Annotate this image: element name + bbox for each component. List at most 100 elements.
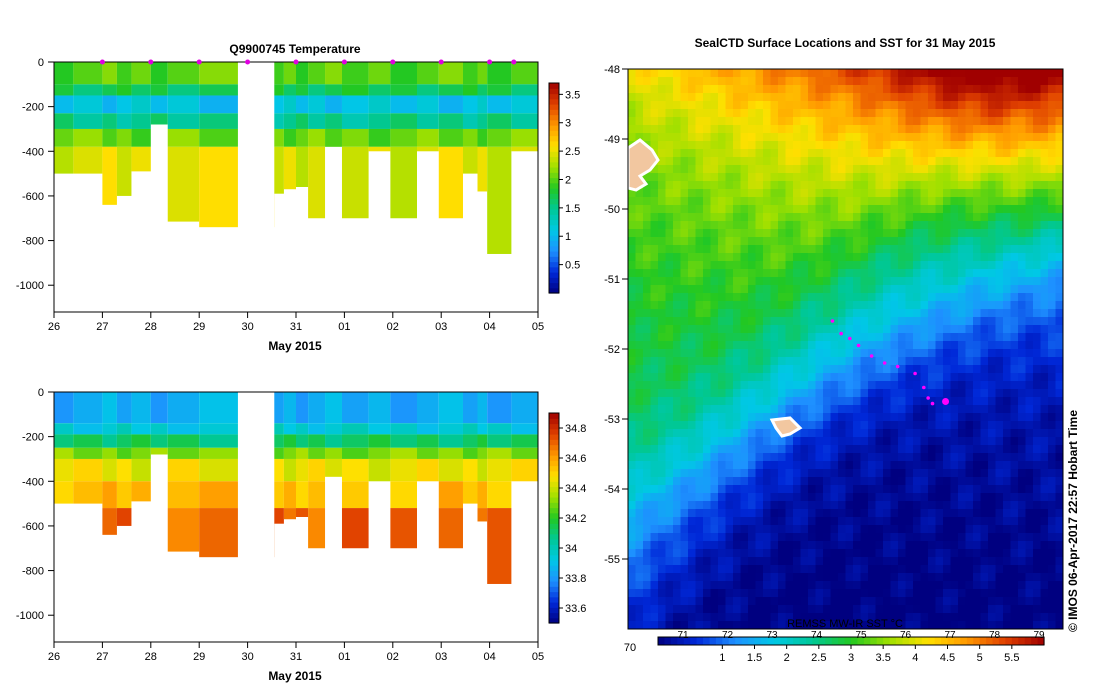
sst-cell [853, 69, 861, 78]
sst-cell [935, 189, 944, 198]
sst-cell [680, 605, 689, 614]
sst-cell [958, 165, 966, 174]
sst-cell [860, 125, 869, 134]
sst-cell [883, 253, 891, 262]
sst-cell [845, 565, 854, 574]
sst-cell [628, 429, 636, 438]
sst-cell [875, 429, 884, 438]
sst-cell [650, 389, 659, 398]
fahrenheit-label: 72 [722, 630, 734, 641]
sst-cell [688, 101, 696, 110]
sst-cell [748, 109, 756, 118]
sst-cell [1040, 501, 1049, 510]
sst-cell [793, 589, 801, 598]
sst-cell [710, 533, 719, 542]
sst-cell [875, 509, 884, 518]
sst-cell [838, 397, 846, 406]
sst-cell [958, 493, 966, 502]
sst-cell [875, 101, 884, 110]
profile-cell [167, 146, 200, 222]
sst-cell [695, 621, 704, 629]
sst-cell [628, 605, 636, 614]
sst-cell [845, 213, 854, 222]
sst-cell [785, 133, 794, 142]
sst-cell [1003, 461, 1011, 470]
profile-cell [487, 458, 512, 482]
sst-cell [800, 373, 809, 382]
sst-cell [643, 181, 651, 190]
sst-cell [755, 517, 764, 526]
sst-cell [943, 493, 951, 502]
sst-cell [988, 133, 996, 142]
sst-cell [680, 405, 689, 414]
sst-cell [928, 381, 936, 390]
sst-cell [695, 501, 704, 510]
sst-cell [838, 197, 846, 206]
sst-cell [665, 613, 674, 622]
sst-cell [1010, 485, 1019, 494]
track-point [830, 319, 835, 323]
sst-cell [830, 85, 839, 94]
sst-cell [845, 317, 854, 326]
sst-cell [1018, 69, 1026, 78]
sst-cell [1018, 101, 1026, 110]
sst-cell [763, 253, 771, 262]
colorbar-segment [549, 277, 559, 284]
sst-cell [965, 549, 974, 558]
sst-cell [1055, 533, 1063, 542]
sst-cell [838, 597, 846, 606]
sst-cell [1033, 317, 1041, 326]
sst-cell [958, 181, 966, 190]
sst-cell [973, 389, 981, 398]
sst-cell [733, 405, 741, 414]
sst-cell [1010, 181, 1019, 190]
sst-cell [763, 117, 771, 126]
sst-cell [688, 389, 696, 398]
sst-cell [748, 77, 756, 86]
sst-cell [1048, 101, 1056, 110]
sst-cell [973, 133, 981, 142]
sst-cell [830, 589, 839, 598]
sst-cell [883, 517, 891, 526]
sst-cell [830, 453, 839, 462]
sst-cell [755, 317, 764, 326]
sst-cell [650, 357, 659, 366]
sst-cell [1040, 285, 1049, 294]
sst-cell [920, 93, 929, 102]
sst-cell [845, 69, 854, 78]
sst-cell [680, 469, 689, 478]
sst-cell [973, 549, 981, 558]
sst-cell [980, 501, 989, 510]
sst-cell [845, 173, 854, 182]
sst-cell [770, 477, 779, 486]
sst-cell [1040, 597, 1049, 606]
sst-cell [965, 77, 974, 86]
sst-cell [748, 269, 756, 278]
sst-cell [830, 573, 839, 582]
sst-cell [928, 317, 936, 326]
sst-cell [680, 413, 689, 422]
profile-cell [438, 423, 463, 435]
sst-cell [733, 69, 741, 78]
sst-cell [980, 573, 989, 582]
y-tick-label: -800 [22, 236, 44, 248]
sst-cell [913, 485, 921, 494]
profile-cell [73, 95, 103, 114]
sst-cell [763, 541, 771, 550]
profile-cell [54, 95, 74, 114]
sst-cell [703, 117, 711, 126]
sst-cell [1033, 109, 1041, 118]
sst-cell [995, 333, 1004, 342]
sst-cell [920, 509, 929, 518]
sst-cell [943, 101, 951, 110]
sst-cell [673, 205, 681, 214]
sst-cell [883, 141, 891, 150]
sst-cell [883, 573, 891, 582]
sst-cell [733, 117, 741, 126]
sst-cell [950, 133, 959, 142]
sst-cell [748, 309, 756, 318]
sst-cell [883, 149, 891, 158]
sst-cell [845, 301, 854, 310]
sst-cell [838, 485, 846, 494]
sst-cell [920, 461, 929, 470]
